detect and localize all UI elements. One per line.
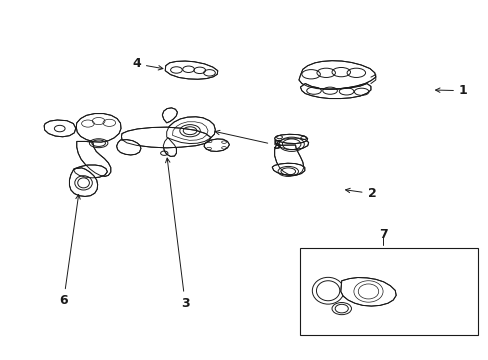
Polygon shape — [162, 108, 177, 123]
Polygon shape — [300, 84, 370, 99]
Polygon shape — [203, 139, 229, 152]
Text: 7: 7 — [378, 228, 386, 241]
Polygon shape — [274, 145, 303, 175]
Text: 6: 6 — [59, 194, 80, 307]
Bar — [300, 248, 477, 336]
Text: 3: 3 — [165, 158, 189, 310]
Polygon shape — [163, 138, 176, 157]
Polygon shape — [69, 168, 98, 197]
Polygon shape — [340, 278, 395, 306]
Polygon shape — [44, 120, 76, 137]
Text: 4: 4 — [132, 57, 163, 71]
Polygon shape — [76, 113, 121, 142]
Polygon shape — [116, 140, 141, 155]
Polygon shape — [276, 138, 308, 150]
Polygon shape — [165, 61, 217, 79]
Polygon shape — [73, 165, 107, 178]
Polygon shape — [77, 141, 111, 176]
Text: 1: 1 — [435, 84, 467, 97]
Polygon shape — [298, 61, 375, 89]
Text: 5: 5 — [215, 130, 282, 152]
Text: 2: 2 — [345, 187, 375, 200]
Polygon shape — [121, 127, 210, 148]
Polygon shape — [166, 117, 215, 144]
Polygon shape — [274, 134, 307, 144]
Polygon shape — [272, 163, 304, 175]
